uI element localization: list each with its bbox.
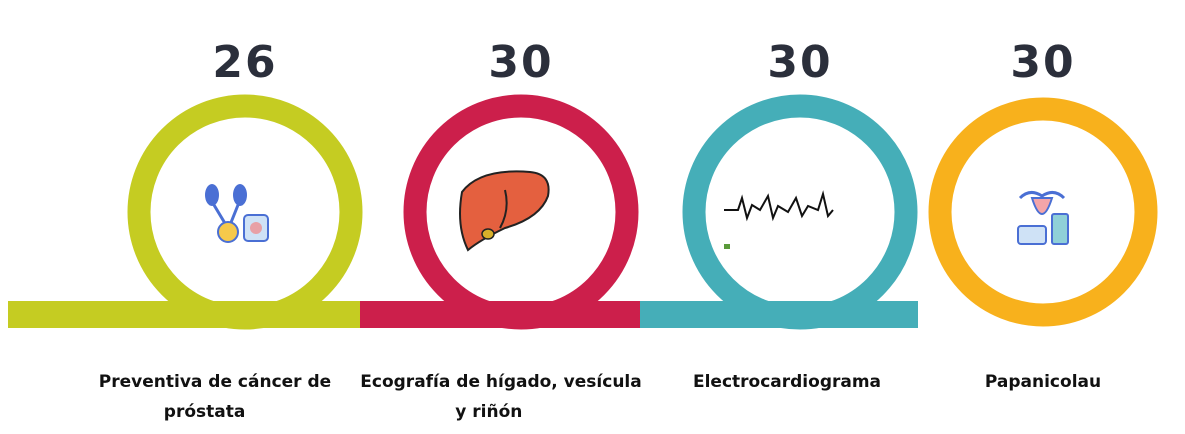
- baseline-segment: [640, 301, 918, 328]
- item-label: Ecografía de hígado, vesícula: [360, 372, 641, 392]
- baseline-segment: [8, 301, 360, 328]
- icon-liver: [460, 171, 549, 250]
- icon-prostate: [175, 180, 280, 248]
- count: 30: [1010, 37, 1075, 88]
- count: 30: [767, 37, 832, 88]
- baseline: [8, 301, 918, 328]
- icon-ecg: [722, 165, 835, 255]
- rings: [139, 106, 1146, 318]
- icon-uterus: [1005, 182, 1085, 248]
- item-label: próstata: [164, 402, 246, 422]
- infographic: 26 Preventiva de cáncer de próstata 30 Ecogr…: [0, 0, 1185, 434]
- count: 26: [212, 37, 277, 88]
- item-label: Electrocardiograma: [693, 372, 881, 392]
- item-label: Preventiva de cáncer de: [99, 372, 331, 392]
- item-label: Papanicolau: [985, 372, 1101, 392]
- baseline-segment: [360, 301, 640, 328]
- count: 30: [488, 37, 553, 88]
- item-label: y riñón: [455, 402, 522, 422]
